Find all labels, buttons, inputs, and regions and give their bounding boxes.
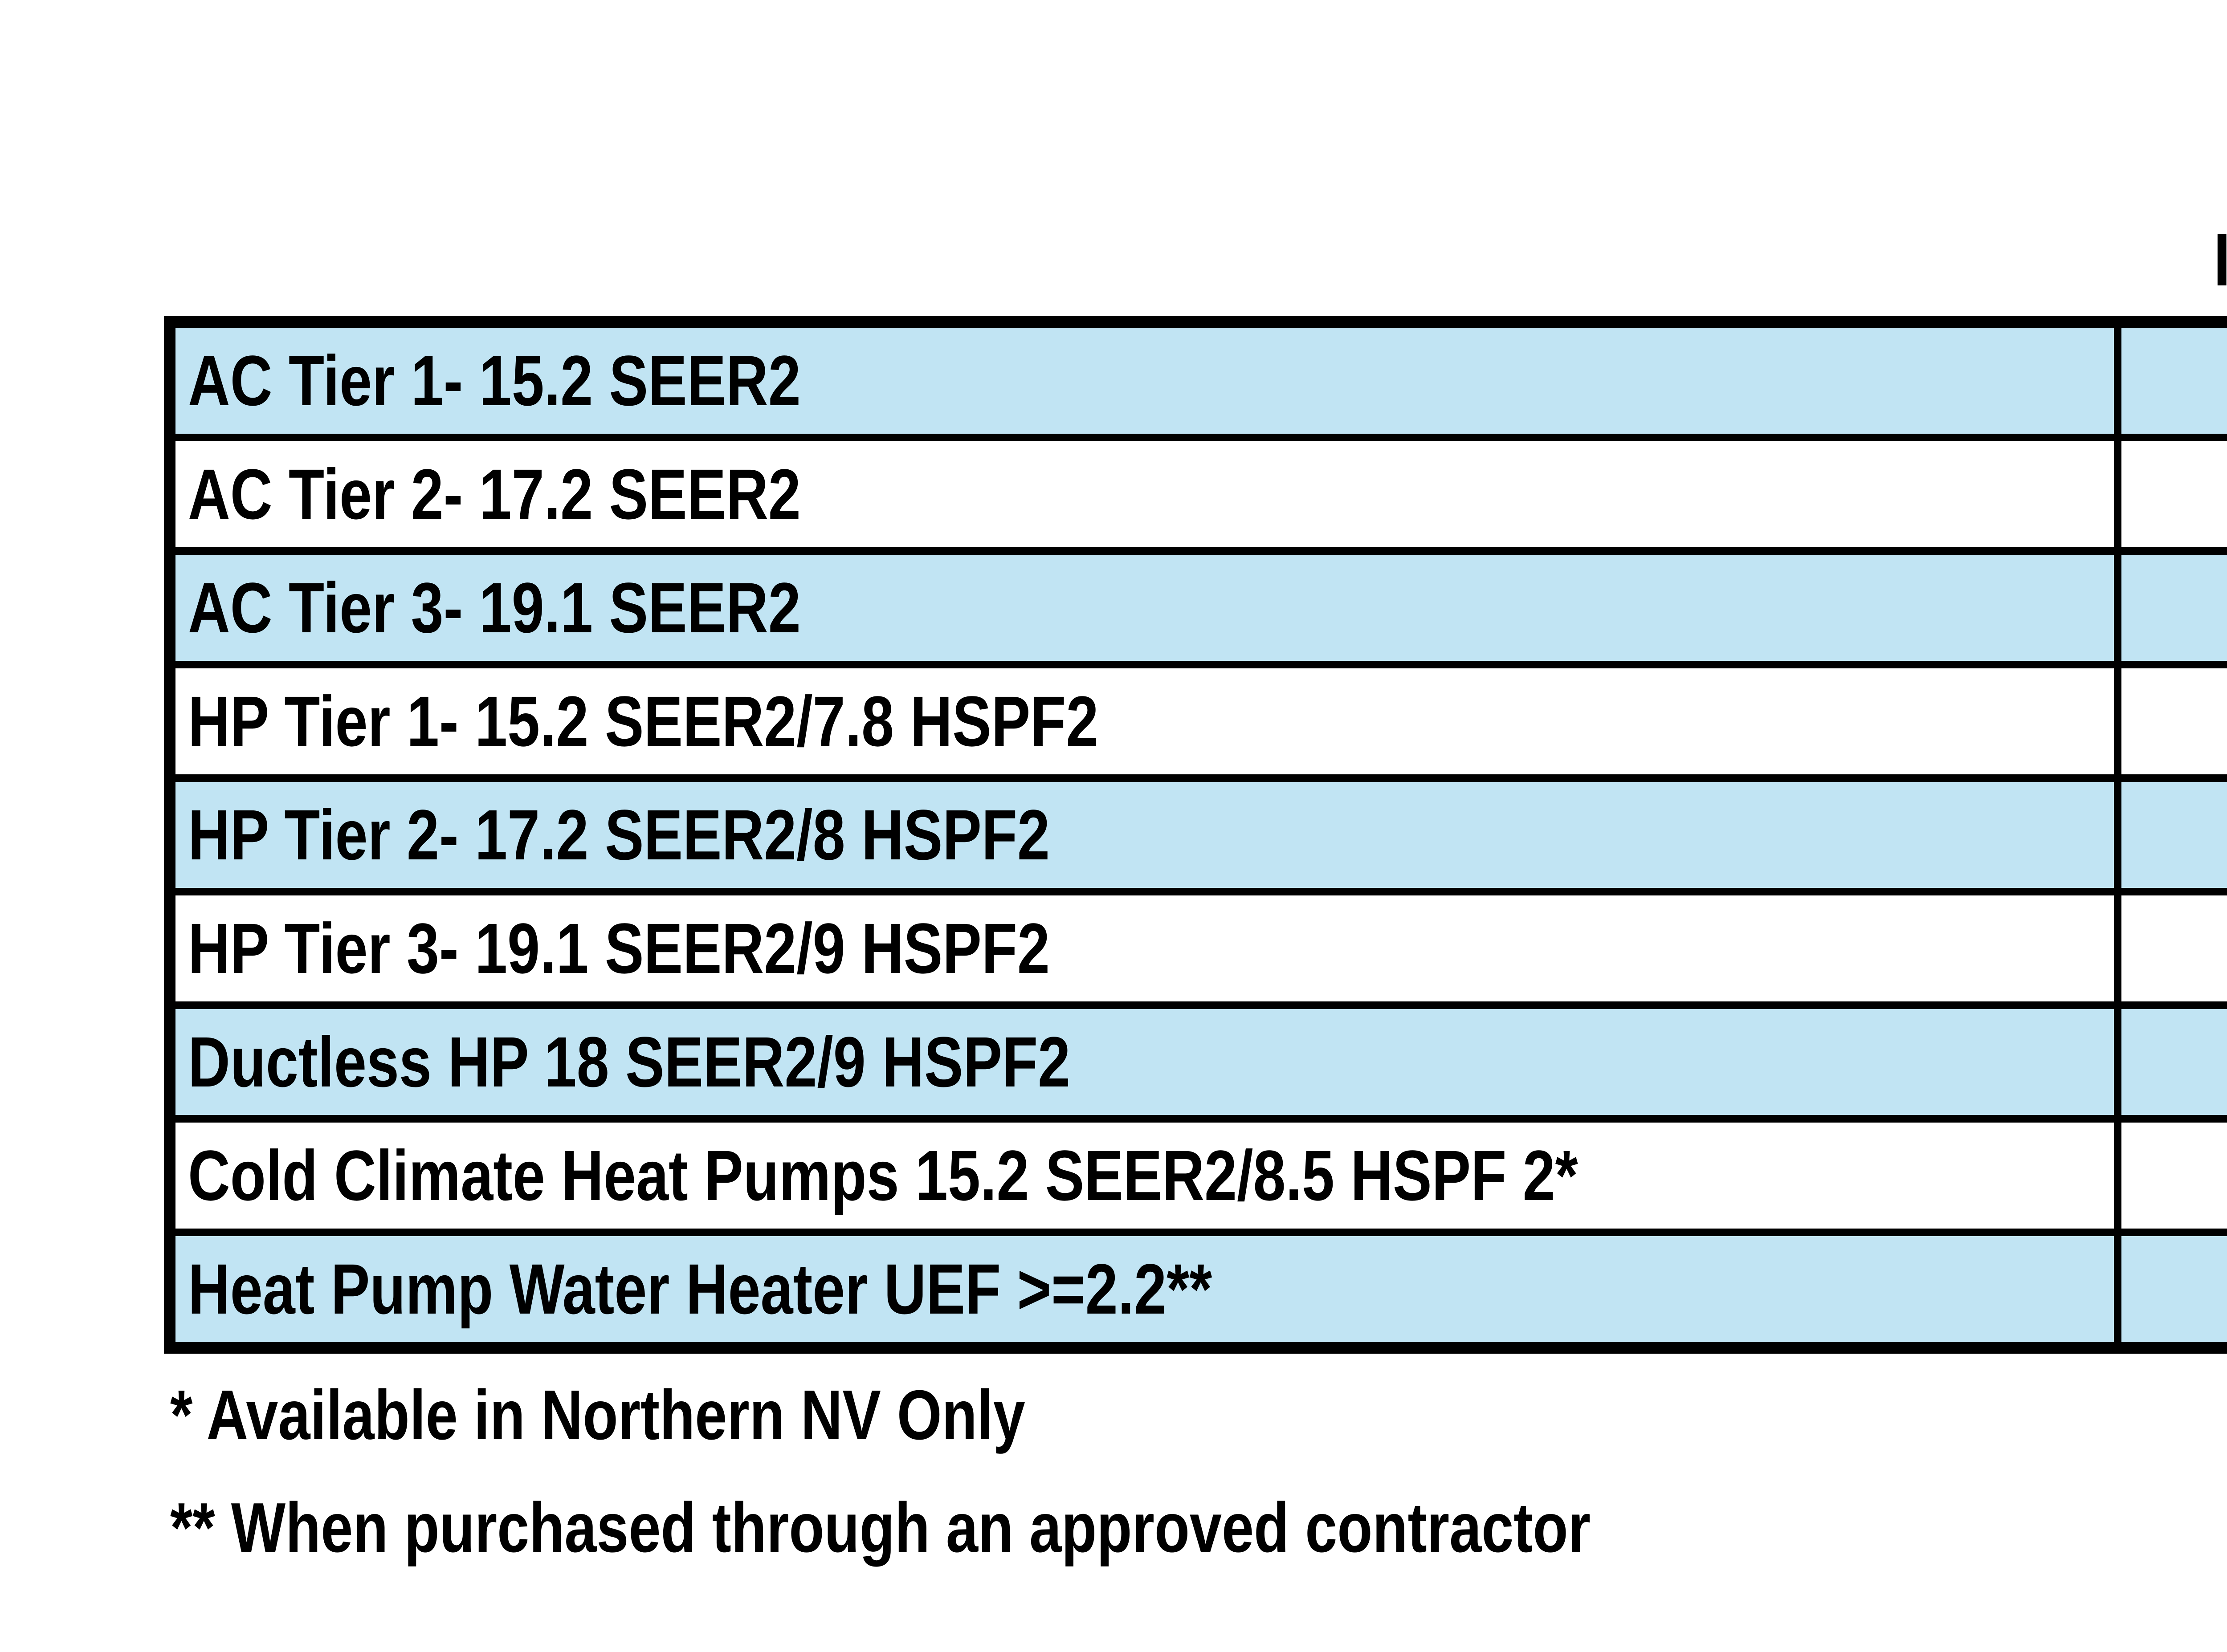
header-base-line2: Incentive — [2117, 203, 2227, 322]
table-row: Ductless HP 18 SEER2/9 HSPF2 $650 $750 — [164, 1001, 2227, 1123]
table-row: Cold Climate Heat Pumps 15.2 SEER2/8.5 H… — [164, 1115, 2227, 1236]
table-row: HP Tier 2- 17.2 SEER2/8 HSPF2 $375 $475 — [164, 774, 2227, 895]
base-incentive-value: $550 — [2113, 888, 2227, 1009]
equipment-label: AC Tier 1- 15.2 SEER2 — [164, 316, 2121, 441]
footnotes: * Available in Northern NV Only ** When … — [170, 1359, 2227, 1584]
incentive-table: Base Income Incentive Qualified AC Tier … — [164, 89, 2227, 1354]
table-row: AC Tier 1- 15.2 SEER2 $250 $350 — [164, 316, 2227, 441]
equipment-label-text: Ductless HP 18 SEER2/9 HSPF2 — [188, 1022, 1071, 1102]
table-row: HP Tier 3- 19.1 SEER2/9 HSPF2 $550 $650 — [164, 888, 2227, 1009]
footnote-approved-contractor-text: ** When purchased through an approved co… — [170, 1489, 1591, 1567]
table-header: Base Income Incentive Qualified — [170, 89, 2227, 322]
equipment-label: AC Tier 3- 19.1 SEER2 — [164, 547, 2121, 668]
header-row-2: Incentive Qualified — [170, 203, 2227, 322]
equipment-label: HP Tier 2- 17.2 SEER2/8 HSPF2 — [164, 774, 2121, 895]
equipment-label-text: Heat Pump Water Heater UEF >=2.2** — [188, 1249, 1212, 1329]
footnote-approved-contractor: ** When purchased through an approved co… — [170, 1472, 2227, 1584]
equipment-label-text: Cold Climate Heat Pumps 15.2 SEER2/8.5 H… — [188, 1135, 1578, 1215]
equipment-label: HP Tier 1- 15.2 SEER2/7.8 HSPF2 — [164, 661, 2121, 782]
table-row: AC Tier 3- 19.1 SEER2 $475 $575 — [164, 547, 2227, 668]
base-incentive-value: $375 — [2113, 434, 2227, 555]
equipment-label: HP Tier 3- 19.1 SEER2/9 HSPF2 — [164, 888, 2121, 1009]
equipment-label: Heat Pump Water Heater UEF >=2.2** — [164, 1229, 2121, 1354]
table-row: AC Tier 2- 17.2 SEER2 $375 $475 — [164, 434, 2227, 555]
equipment-label: Ductless HP 18 SEER2/9 HSPF2 — [164, 1001, 2121, 1123]
table-body: AC Tier 1- 15.2 SEER2 $250 $350 AC Tier … — [164, 316, 2227, 1354]
base-incentive-value: $650 — [2113, 1001, 2227, 1123]
table-row: Heat Pump Water Heater UEF >=2.2** $800 … — [164, 1229, 2227, 1354]
equipment-label-text: HP Tier 1- 15.2 SEER2/7.8 HSPF2 — [188, 681, 1099, 761]
footnote-northern-nv: * Available in Northern NV Only — [170, 1359, 2227, 1472]
header-row-1: Base Income — [170, 89, 2227, 203]
equipment-label: Cold Climate Heat Pumps 15.2 SEER2/8.5 H… — [164, 1115, 2121, 1236]
equipment-label-text: AC Tier 3- 19.1 SEER2 — [188, 568, 801, 647]
header-base-line2-text: Incentive — [2213, 222, 2227, 297]
base-incentive-value: $800 — [2113, 1229, 2227, 1354]
header-spacer-1 — [170, 89, 2117, 203]
equipment-label-text: AC Tier 2- 17.2 SEER2 — [188, 454, 801, 534]
equipment-label-text: HP Tier 3- 19.1 SEER2/9 HSPF2 — [188, 908, 1050, 988]
table-row: HP Tier 1- 15.2 SEER2/7.8 HSPF2 $250 $35… — [164, 661, 2227, 782]
base-incentive-value: $250 — [2113, 661, 2227, 782]
equipment-label: AC Tier 2- 17.2 SEER2 — [164, 434, 2121, 555]
footnote-northern-nv-text: * Available in Northern NV Only — [170, 1376, 1025, 1454]
base-incentive-value: $250 — [2113, 316, 2227, 441]
base-incentive-value: $475 — [2113, 547, 2227, 668]
base-incentive-value: $2,500 — [2113, 1115, 2227, 1236]
header-base-line1: Base — [2117, 89, 2227, 203]
header-spacer-2 — [170, 203, 2117, 322]
base-incentive-value: $375 — [2113, 774, 2227, 895]
equipment-label-text: HP Tier 2- 17.2 SEER2/8 HSPF2 — [188, 795, 1050, 875]
equipment-label-text: AC Tier 1- 15.2 SEER2 — [188, 341, 801, 420]
